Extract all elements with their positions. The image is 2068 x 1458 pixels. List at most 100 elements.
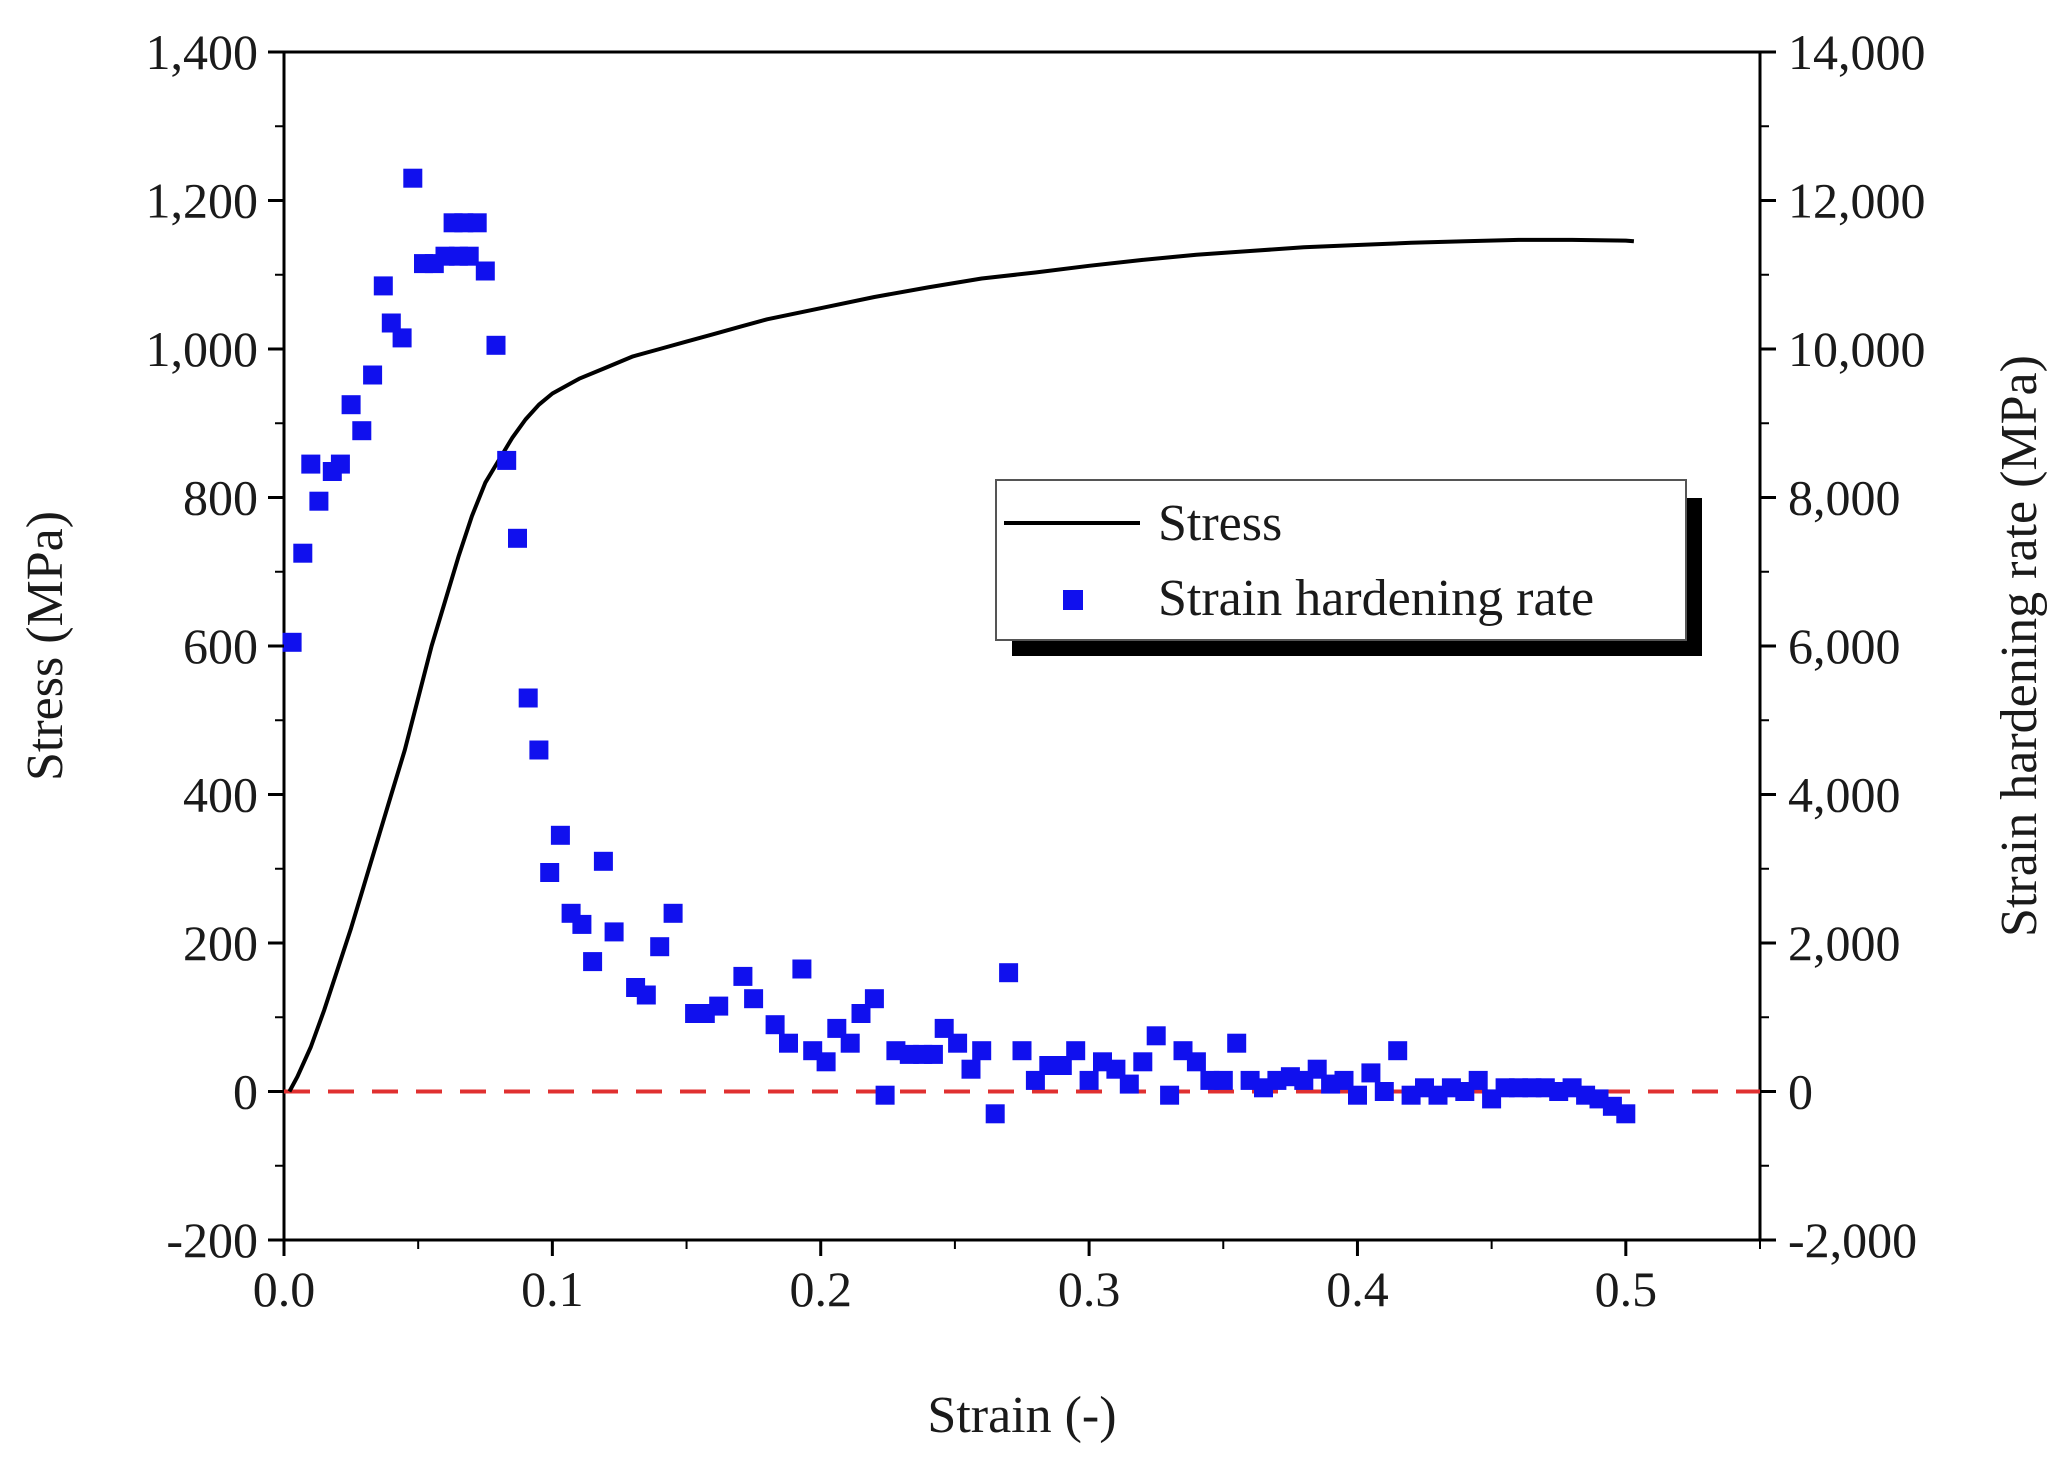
hardening-rate-point [1186,1052,1206,1072]
hardening-rate-point [282,632,302,652]
hardening-rate-point [923,1044,943,1064]
hardening-rate-point [1146,1026,1166,1046]
hardening-rate-point [403,168,423,188]
legend-stress-label: Stress [1158,495,1282,552]
y-axis-title: Stress (MPa) [17,511,74,781]
y2-tick-label: 8,000 [1788,470,1901,526]
hardening-rate-point [650,937,670,957]
hardening-rate-point [475,261,495,281]
hardening-rate-point [1066,1041,1086,1061]
hardening-rate-point [1160,1085,1180,1105]
hardening-rate-point [486,335,506,355]
y-tick-label: 600 [183,618,258,674]
hardening-rate-point [604,922,624,942]
y-tick-label: 200 [183,915,258,971]
x-tick-label: 0.2 [789,1261,852,1317]
x-tick-label: 0.1 [521,1261,584,1317]
hardening-rate-point [792,959,812,979]
hardening-rate-point [1388,1041,1408,1061]
y2-tick-label: 6,000 [1788,618,1901,674]
hardening-rate-point [1334,1070,1354,1090]
hardening-rate-point [381,313,401,333]
hardening-rate-point [948,1033,968,1053]
y2-tick-label: 14,000 [1788,24,1926,80]
x-tick-label: 0.5 [1595,1261,1658,1317]
hardening-rate-point [1133,1052,1153,1072]
hardening-rate-point [1227,1033,1247,1053]
plot-area [282,50,1762,1242]
hardening-rate-point [392,328,412,348]
hardening-rate-point [663,903,683,923]
hardening-rate-point [779,1033,798,1053]
hardening-rate-point [301,454,321,474]
hardening-rate-point [1374,1082,1394,1101]
hardening-rate-point [373,276,393,296]
y2-tick-label: 12,000 [1788,173,1926,229]
y2-axis-ticks: -2,000 0 2,000 4,000 6,000 8,000 10,000 12,000 1… [1760,24,1926,1268]
y2-tick-label: 0 [1788,1064,1813,1120]
hardening-rate-point [1468,1070,1488,1090]
legend-hardening-swatch [1063,590,1083,610]
y-tick-label: -200 [166,1212,258,1268]
hardening-rate-point [341,395,361,415]
stress-curve [287,237,1635,1093]
hardening-rate-point [934,1018,954,1038]
hardening-rate-point [508,528,527,548]
hardening-rate-point [985,1104,1005,1124]
y2-tick-label: 4,000 [1788,767,1901,823]
hardening-rate-point [529,740,549,760]
x-axis-ticks: 0.0 0.1 0.2 0.3 0.4 0.5 [253,1240,1761,1317]
hardening-rate-point [1106,1059,1126,1079]
x-tick-label: 0.3 [1058,1261,1121,1317]
hardening-rate-point [1012,1041,1032,1061]
chart-marks [282,168,1636,1124]
hardening-rate-point [1616,1104,1636,1124]
hardening-rate-point [518,688,538,708]
hardening-rate-point [293,543,313,563]
hardening-rate-point [744,989,764,1009]
hardening-rate-point [840,1033,860,1053]
hardening-rate-point [1213,1070,1233,1090]
hardening-rate-point [352,421,372,441]
hardening-rate-point [1361,1063,1381,1083]
hardening-rate-point [497,450,517,470]
hardening-rate-point [816,1052,836,1072]
hardening-rate-point [540,863,560,882]
hardening-rate-point [636,985,656,1005]
y-tick-label: 1,200 [146,173,259,229]
x-tick-label: 0.4 [1326,1261,1389,1317]
x-axis-title: Strain (-) [927,1387,1116,1444]
hardening-rate-point [1119,1074,1139,1094]
y-tick-label: 800 [183,470,258,526]
y-tick-label: 400 [183,767,258,823]
legend-hardening-label: Strain hardening rate [1158,570,1594,627]
hardening-rate-point [827,1018,847,1038]
hardening-rate-point [1052,1056,1072,1075]
hardening-rate-point [593,851,613,871]
hardening-rate-point [972,1041,992,1061]
y2-axis-title: Strain hardening rate (MPa) [1991,355,2048,937]
hardening-rate-point [330,454,350,474]
hardening-rate-point [709,996,729,1016]
hardening-rate-point [851,1004,871,1023]
hardening-rate-point [1025,1070,1045,1090]
hardening-rate-point [864,989,884,1009]
hardening-rate-point [572,914,592,934]
hardening-rate-point [1079,1070,1099,1090]
y2-tick-label: -2,000 [1788,1212,1917,1268]
hardening-rate-point [765,1015,785,1035]
hardening-rate-point [363,365,383,385]
y-axis-ticks: -200 0 200 400 600 800 1,000 1,200 1,400 [146,24,284,1268]
y-tick-label: 0 [233,1064,258,1120]
hardening-rate-point [550,825,570,845]
hardening-rate-point [309,491,329,511]
y-tick-label: 1,000 [146,321,259,377]
legend-box [995,479,1687,641]
legend: Stress Strain hardening rate [995,479,1702,656]
hardening-rate-point [961,1059,981,1079]
hardening-rate-point [1307,1059,1327,1079]
x-tick-label: 0.0 [253,1261,316,1317]
y2-tick-label: 10,000 [1788,321,1926,377]
hardening-rate-point [459,246,479,266]
